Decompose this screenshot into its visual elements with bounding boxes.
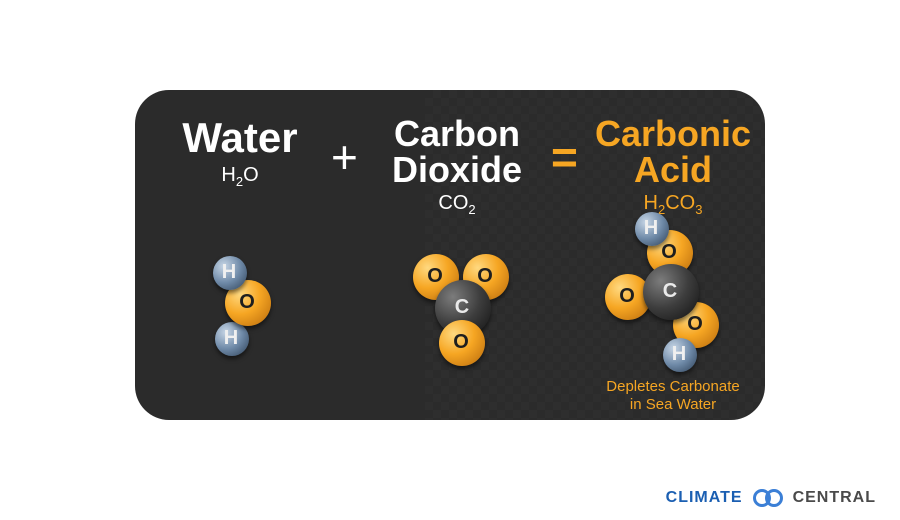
atom-h: H	[663, 338, 697, 372]
term-h2co3: Carbonic Acid H2CO3	[583, 116, 763, 217]
brand-rings-icon	[751, 488, 785, 508]
brand-word-right: CENTRAL	[793, 489, 876, 507]
caption-depletes: Depletes Carbonate in Sea Water	[583, 378, 763, 414]
equation-panel: Water H2O + Carbon Dioxide CO2 = Carboni…	[135, 90, 765, 420]
brand-word-left: CLIMATE	[666, 489, 743, 507]
term-h2co3-title: Carbonic Acid	[583, 116, 763, 188]
term-co2-title: Carbon Dioxide	[367, 116, 547, 188]
atom-h: H	[215, 322, 249, 356]
atom-h: H	[635, 212, 669, 246]
term-water: Water H2O	[155, 116, 325, 189]
term-h2co3-formula: H2CO3	[583, 192, 763, 217]
atom-c: C	[643, 264, 699, 320]
term-co2-formula: CO2	[367, 192, 547, 217]
atom-o: O	[439, 320, 485, 366]
term-water-title: Water	[155, 116, 325, 160]
brand-climate-central: CLIMATE CENTRAL	[666, 488, 876, 508]
atom-h: H	[213, 256, 247, 290]
term-water-formula: H2O	[155, 164, 325, 189]
term-co2: Carbon Dioxide CO2	[367, 116, 547, 217]
operator-plus: +	[331, 130, 358, 184]
operator-equals: =	[551, 130, 578, 184]
